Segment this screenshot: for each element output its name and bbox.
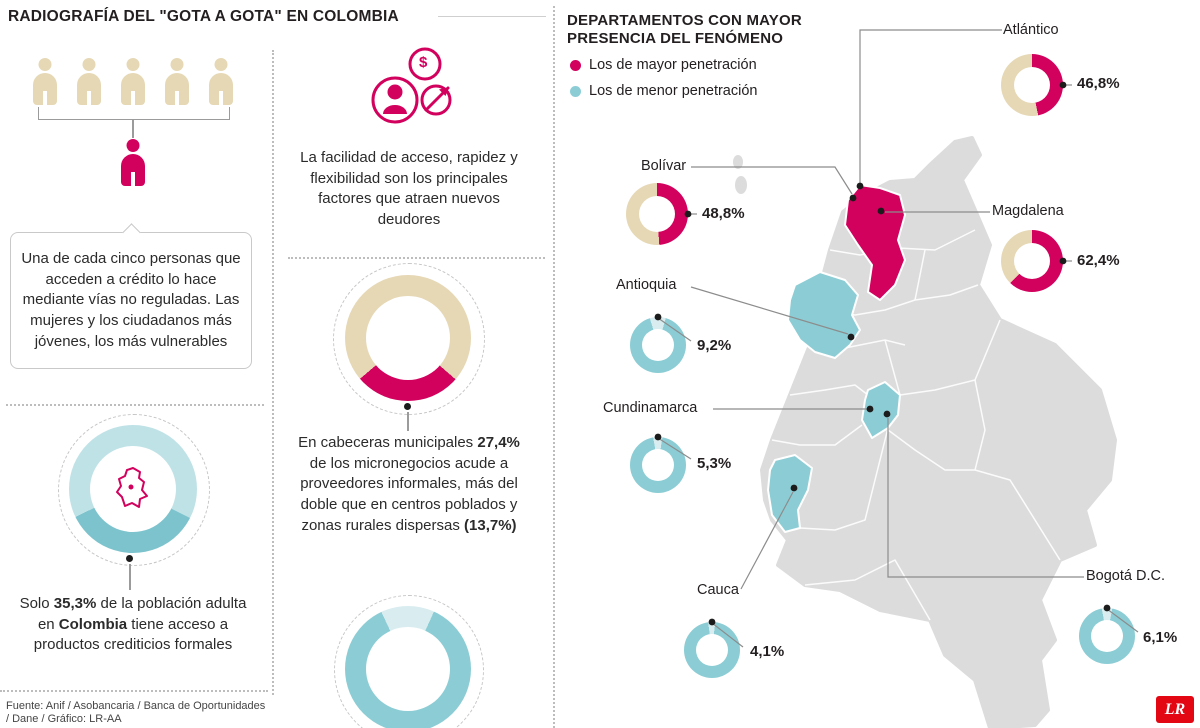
divider-h-left: [6, 404, 264, 406]
stat-bold: Colombia: [58, 615, 128, 633]
legend-item-minor: Los de menor penetración: [570, 83, 757, 99]
donut-rural: [345, 606, 471, 728]
island-icon: [735, 176, 747, 194]
value-magdalena: 62,4%: [1077, 252, 1120, 269]
source-line-2: / Dane / Gráfico: LR-AA: [6, 713, 122, 725]
label-antioquia: Antioquia: [616, 277, 677, 293]
map-silhouette: [760, 136, 1117, 728]
label-bogota: Bogotá D.C.: [1086, 568, 1165, 584]
stat-micronegocios: En cabeceras municipales 27,4% de los mi…: [289, 433, 529, 536]
lr-logo: LR: [1156, 696, 1194, 723]
map-heading-line2: PRESENCIA DEL FENÓMENO: [567, 30, 784, 47]
divider-h-footer: [0, 690, 268, 692]
person-icon: [76, 58, 102, 105]
donut-micronegocios: [345, 275, 471, 401]
callout-bubble: Una de cada cinco personas que acceden a…: [10, 232, 252, 370]
divider-left: [272, 50, 274, 695]
dashed-ring: [333, 263, 485, 415]
label-atlantico: Atlántico: [1003, 22, 1059, 38]
label-cundinamarca: Cundinamarca: [603, 400, 698, 416]
donut-bogota: [1079, 608, 1135, 664]
pointer-dot: [404, 403, 411, 410]
region-atlantico-bolivar-magdalena: [844, 184, 906, 301]
bracket-stem: [132, 119, 134, 138]
teal-dot-icon: [570, 85, 581, 97]
magenta-dot-icon: [570, 59, 581, 71]
pointer-line: [129, 564, 131, 590]
dashed-ring: [334, 595, 484, 728]
bubble-text: Una de cada cinco personas que acceden a…: [21, 250, 241, 350]
donut-formal-credit: [69, 425, 197, 553]
stat-text: Solo: [19, 595, 54, 612]
value-cauca: 4,1%: [750, 643, 785, 660]
donut-cundinamarca: [630, 437, 686, 493]
stat-value: 35,3%: [53, 595, 97, 612]
donut-antioquia: [630, 317, 686, 373]
stat-value: (13,7%): [464, 516, 517, 534]
stat-text: tiene acceso a productos crediticios for…: [33, 615, 233, 654]
value-bogota: 6,1%: [1143, 629, 1178, 646]
label-magdalena: Magdalena: [992, 203, 1064, 219]
value-atlantico: 46,8%: [1077, 75, 1120, 92]
stat-formal-credit: Solo 35,3% de la población adulta en Col…: [15, 594, 251, 656]
title-rule: [438, 16, 546, 17]
source-line-1: Fuente: Anif / Asobancaria / Banca de Op…: [6, 700, 266, 712]
island-icon: [733, 155, 743, 169]
stat-text: de los micronegocios acude a proveedores…: [300, 454, 518, 534]
person-icon: [32, 58, 58, 105]
value-bolivar: 48,8%: [702, 205, 745, 222]
divider-h-middle: [288, 257, 545, 259]
legend-item-major: Los de mayor penetración: [570, 57, 757, 73]
donut-magdalena: [1001, 230, 1063, 292]
value-antioquia: 9,2%: [697, 337, 732, 354]
map-heading-line1: DEPARTAMENTOS CON MAYOR: [567, 12, 802, 29]
value-cundinamarca: 5,3%: [697, 455, 732, 472]
donut-atlantico: [1001, 54, 1063, 116]
person-icon: [208, 58, 234, 105]
stat-text: de la población adulta en: [37, 595, 247, 633]
bracket-lines: [38, 107, 230, 120]
label-cauca: Cauca: [697, 582, 739, 598]
stat-text: En cabeceras municipales: [298, 434, 478, 451]
debtor-money-speed-icon: [371, 47, 452, 124]
region-cauca: [767, 454, 813, 533]
dashed-ring: [58, 414, 210, 566]
factors-text: La facilidad de acceso, rapidez y flexib…: [300, 149, 518, 229]
person-icon: [120, 58, 146, 105]
pointer-line: [407, 412, 409, 431]
page-title: RADIOGRAFÍA DEL "GOTA A GOTA" EN COLOMBI…: [8, 8, 399, 25]
donut-bolivar: [626, 183, 688, 245]
people-row: [32, 58, 234, 105]
pointer-dot: [126, 555, 133, 562]
highlight-person-icon: [120, 139, 146, 186]
dollar-glyph: $: [419, 54, 428, 71]
label-bolivar: Bolívar: [641, 158, 687, 174]
person-icon: [164, 58, 190, 105]
stat-value: 27,4%: [477, 434, 520, 451]
donut-cauca: [684, 622, 740, 678]
region-cundinamarca: [861, 381, 901, 439]
legend-label: Los de menor penetración: [589, 83, 758, 99]
colombia-outline-icon: [116, 467, 148, 508]
region-antioquia: [787, 271, 861, 359]
legend-label: Los de mayor penetración: [589, 57, 757, 73]
divider-right: [553, 6, 555, 728]
